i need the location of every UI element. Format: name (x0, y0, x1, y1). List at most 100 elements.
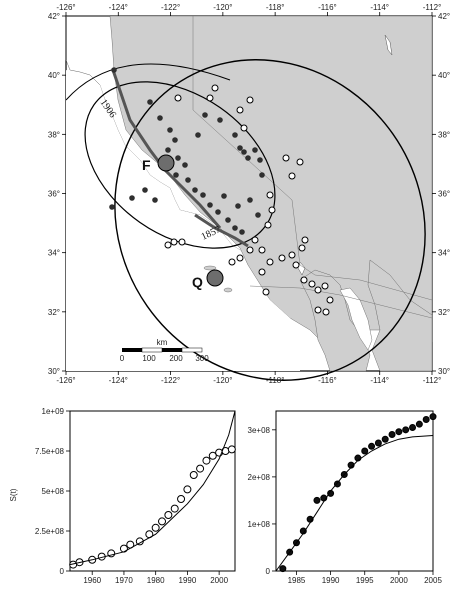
data-point (151, 523, 160, 532)
map-lon-label-top: -126° (56, 3, 75, 12)
x-tick-label: 1980 (147, 576, 165, 585)
map-lat-label-left: 34° (48, 249, 60, 258)
map-lat-label-right: 38° (438, 130, 450, 139)
y-tick-label: 5e+08 (42, 487, 65, 496)
scale-tick-200: 200 (169, 354, 183, 363)
map-lon-label-top: -114° (370, 3, 389, 12)
map-lat-label-right: 30° (438, 367, 450, 376)
map-tick-labels: -126° -126° -124° -124° -122° -122° -120° -120°… (48, 3, 450, 385)
map-lon-label-bottom: -124° (109, 376, 128, 385)
map-lon-label-bottom: -112° (423, 376, 442, 385)
data-point (170, 504, 179, 513)
scale-bar: km 0 100 200 300 (120, 338, 209, 363)
data-point (196, 464, 205, 473)
map-lon-label-top: -118° (266, 3, 285, 12)
y-tick-label: 2e+08 (248, 473, 271, 482)
x-tick-label: 2000 (390, 576, 408, 585)
label-q: Q (192, 274, 203, 290)
map-lon-label-bottom: -120° (213, 376, 232, 385)
data-point (388, 431, 396, 439)
chart-right: 1985 1990 1995 2000 2005 3e+08 2e+08 1e+08 0 (248, 410, 443, 585)
map-lon-label-top: -120° (213, 3, 232, 12)
map-lat-label-left: 32° (48, 308, 60, 317)
map-lon-label-bottom: -122° (161, 376, 180, 385)
label-f: F (142, 157, 151, 173)
data-point (189, 471, 198, 479)
data-point (177, 495, 186, 503)
scale-unit: km (157, 338, 168, 347)
x-tick-label: 2005 (424, 576, 442, 585)
map-lon-label-top: -122° (161, 3, 180, 12)
data-point (208, 451, 217, 460)
data-point (422, 415, 430, 423)
data-point (333, 480, 341, 488)
chart-left: S(t) 1960 1970 1980 1990 2000 1e+09 7.5e+08 5e+… (9, 407, 236, 585)
map-lat-label-right: 42° (438, 12, 450, 21)
scale-tick-0: 0 (120, 354, 125, 363)
y-tick-label: 1e+09 (42, 407, 65, 416)
x-tick-label: 1990 (179, 576, 197, 585)
scale-tick-300: 300 (195, 354, 209, 363)
map-lon-label-top: -124° (109, 3, 128, 12)
map-lat-label-right: 36° (438, 190, 450, 199)
data-point (368, 442, 376, 450)
point-q (206, 269, 224, 287)
data-point (402, 426, 410, 434)
map-lon-label-bottom: -114° (370, 376, 389, 385)
data-point (202, 456, 211, 465)
gulf-of-california (339, 287, 373, 351)
scale-tick-100: 100 (142, 354, 156, 363)
left-arc (65, 63, 231, 101)
y-tick-label: 0 (266, 567, 271, 576)
data-point (164, 511, 173, 519)
map-lat-label-left: 40° (48, 71, 60, 80)
x-tick-label: 2000 (210, 576, 228, 585)
y-tick-label: 7.5e+08 (35, 447, 65, 456)
y-tick-label: 0 (60, 567, 65, 576)
map-lat-label-left: 36° (48, 190, 60, 199)
map-lon-label-top: -116° (318, 3, 337, 12)
large-ellipse (114, 59, 426, 381)
state-border-az (299, 264, 433, 301)
data-point (409, 423, 417, 431)
map-lon-label-top: -112° (423, 3, 442, 12)
map-lat-label-right: 40° (438, 71, 450, 80)
data-point (415, 420, 423, 428)
data-point (119, 544, 128, 553)
data-point (381, 435, 389, 443)
series-line (69, 410, 236, 566)
data-point (429, 413, 437, 421)
chart-left-frame (69, 410, 236, 572)
map-lat-label-left: 42° (48, 12, 60, 21)
ocean-west (66, 70, 300, 371)
chart-right-ticks: 1985 1990 1995 2000 2005 3e+08 2e+08 1e+08 0 (248, 426, 443, 585)
map-lat-label-left: 38° (48, 130, 60, 139)
channel-island-1 (203, 265, 217, 271)
chart-left-ylabel: S(t) (9, 488, 18, 501)
data-point (313, 496, 321, 504)
point-f (157, 154, 175, 172)
map-lon-label-bottom: -126° (56, 376, 75, 385)
border-us-mexico (249, 285, 433, 319)
x-tick-label: 1990 (322, 576, 340, 585)
data-point (183, 485, 192, 494)
x-tick-label: 1985 (288, 576, 306, 585)
data-point (395, 428, 403, 436)
map-lon-label-bottom: -118° (266, 376, 285, 385)
x-tick-label: 1995 (356, 576, 374, 585)
state-border-ca-nv (192, 16, 301, 266)
data-point (279, 565, 287, 573)
map-lat-label-right: 34° (438, 249, 450, 258)
map-lon-label-bottom: -116° (318, 376, 337, 385)
y-tick-label: 1e+08 (248, 520, 271, 529)
data-point (158, 517, 167, 526)
channel-island-2 (223, 287, 233, 293)
chart-right-frame (275, 410, 434, 572)
x-tick-label: 1970 (115, 576, 133, 585)
chart-left-marks (69, 410, 236, 569)
data-point (374, 439, 382, 447)
chart-right-marks (275, 413, 437, 573)
lake-tahoe (384, 34, 393, 56)
seismicity-map: F Q 1906 1857 km 0 100 200 300 -126°-126… (48, 3, 450, 385)
series-line (275, 435, 434, 572)
